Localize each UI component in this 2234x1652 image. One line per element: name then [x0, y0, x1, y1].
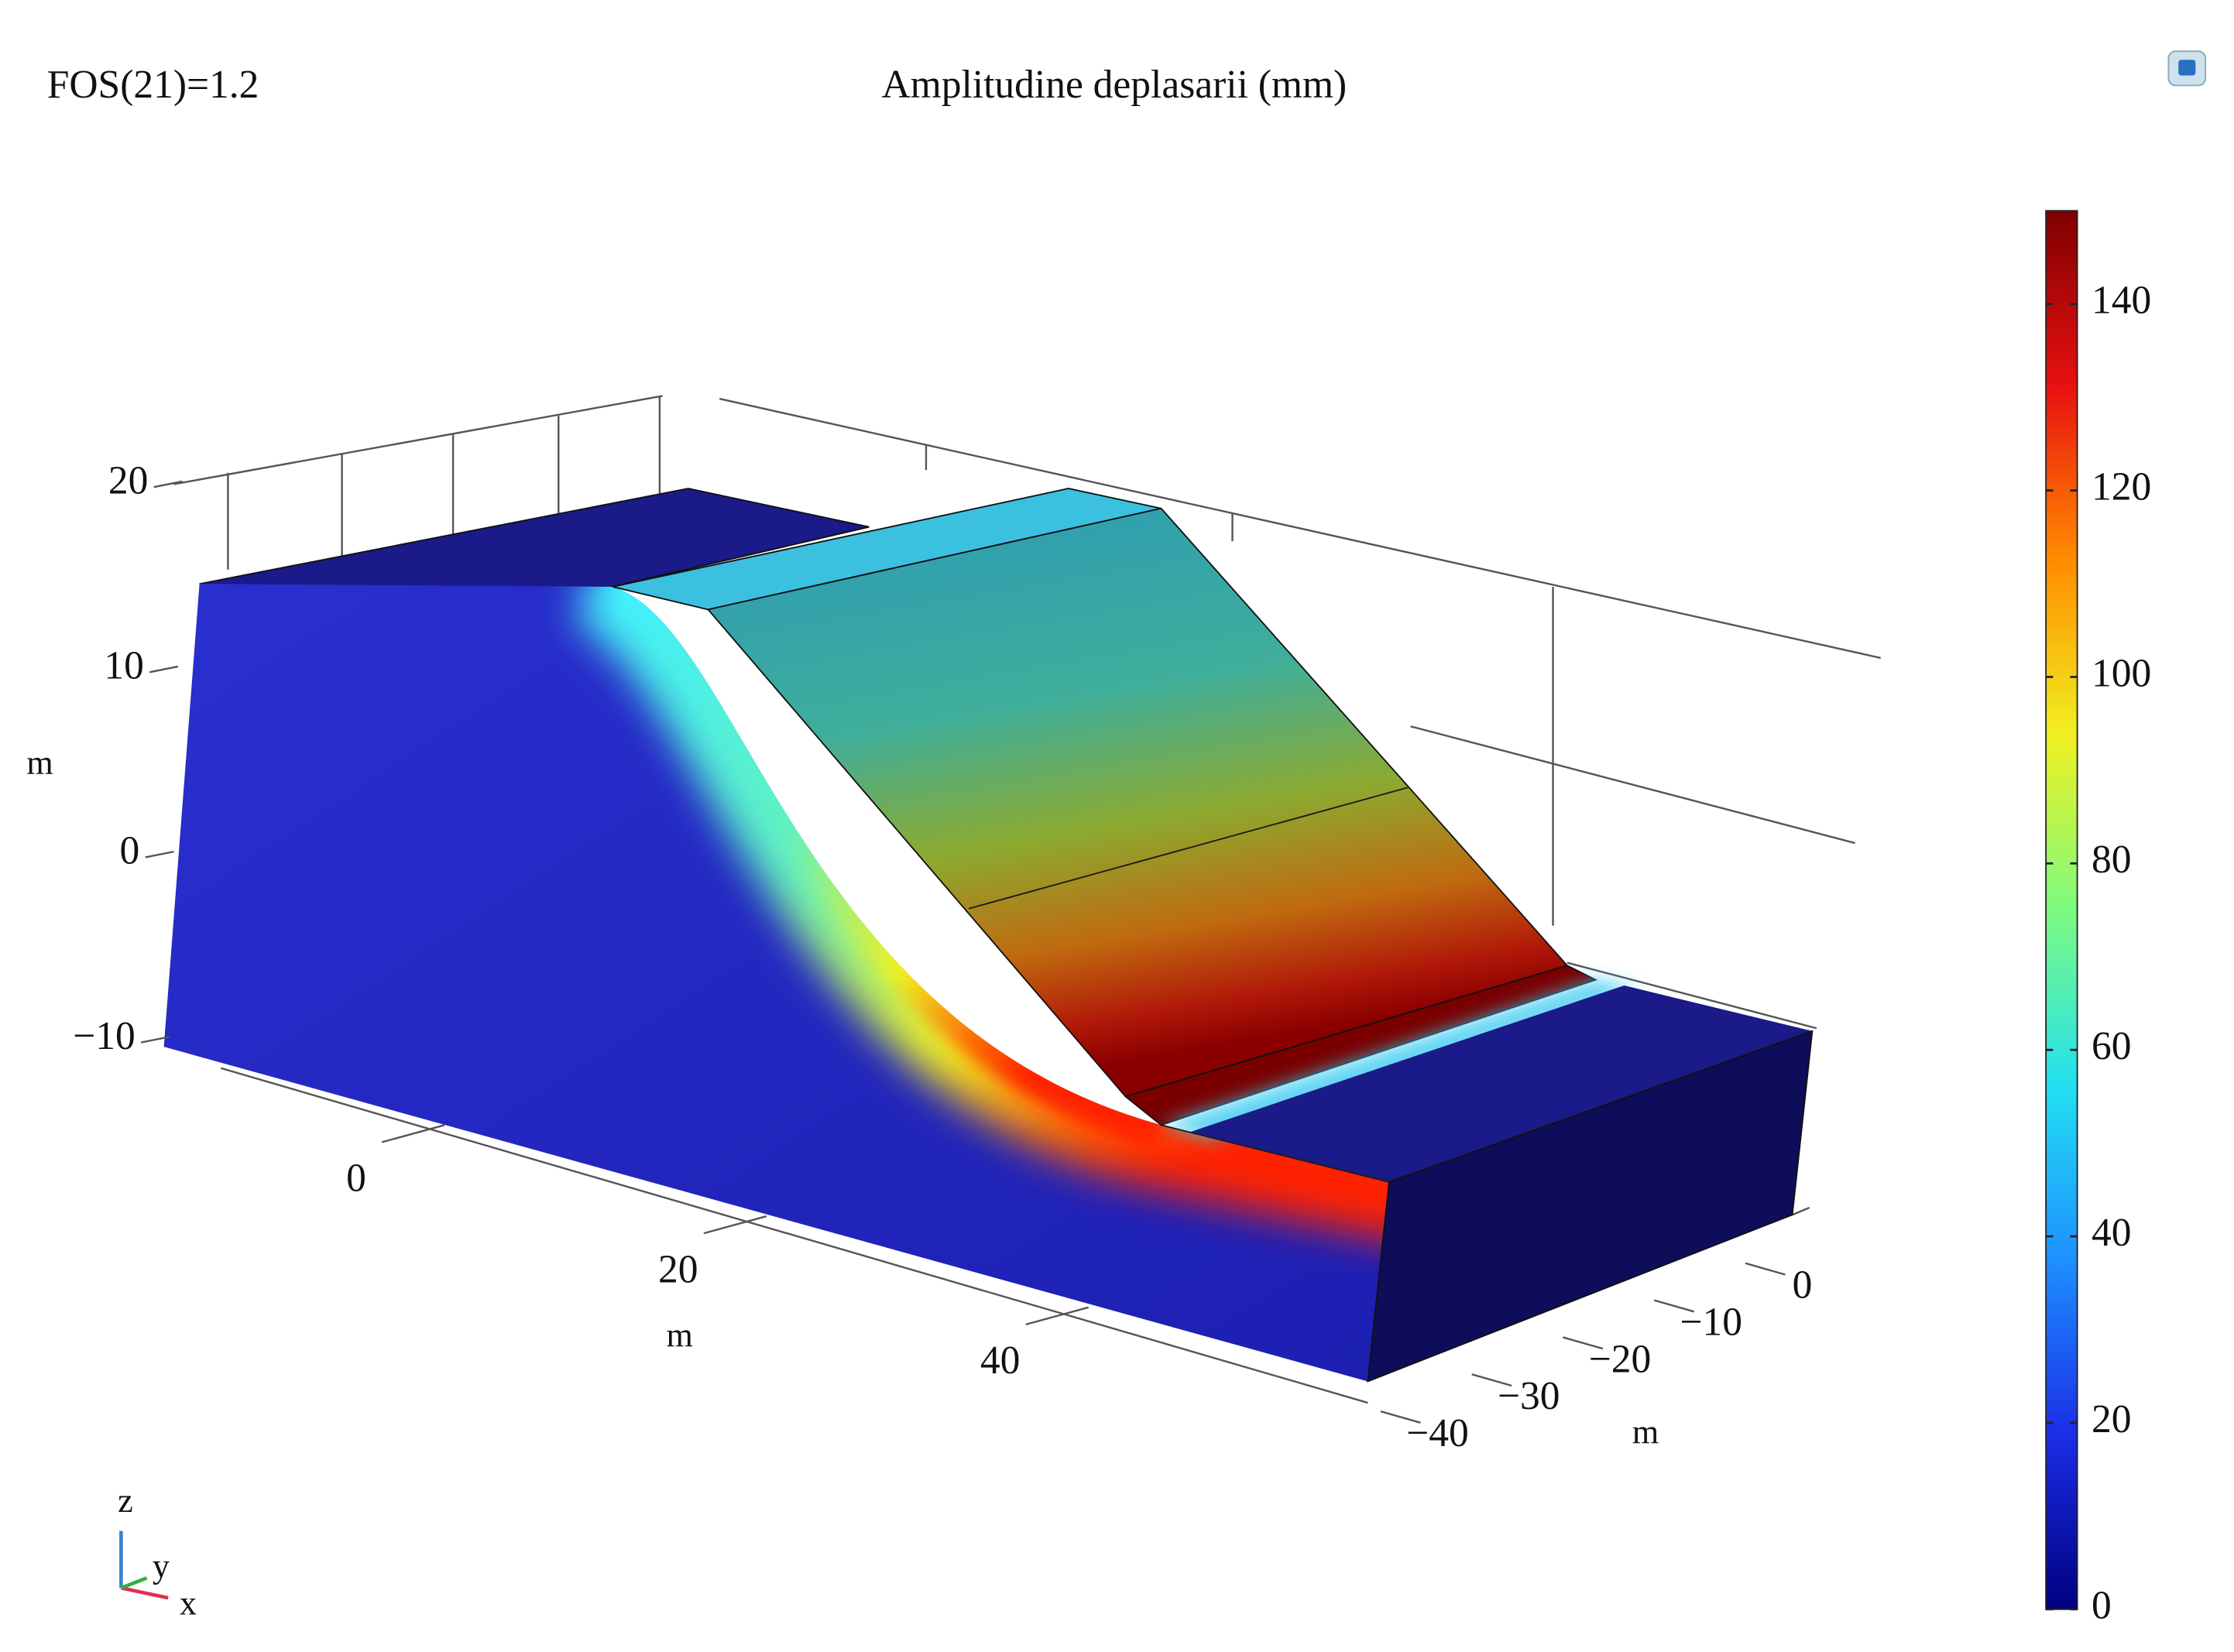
y-tick [1471, 1373, 1512, 1387]
view-icon [2167, 50, 2207, 87]
x-tick-label: 0 [346, 1157, 366, 1201]
z-axis-label: m [26, 744, 53, 782]
y-tick [1745, 1262, 1786, 1276]
annotation: FOS(21)=1.2 [47, 63, 259, 107]
x-axis-label: m [666, 1316, 692, 1354]
triad-z: z [118, 1482, 133, 1520]
y-tick [1563, 1336, 1604, 1350]
colorbar [2045, 210, 2078, 1610]
z-tick [153, 480, 183, 488]
right-face [1367, 1030, 1814, 1383]
x-tick [381, 1124, 445, 1143]
z-tick-label: −10 [73, 1014, 136, 1058]
front-face [163, 584, 1389, 1382]
y-tick-label: −20 [1589, 1337, 1652, 1381]
triad-y: y [153, 1547, 170, 1585]
colorbar-tick-label: 0 [2092, 1584, 2112, 1628]
back-grid [173, 395, 1881, 1404]
axis-triad: z y x [118, 1482, 197, 1622]
x-tick [1025, 1306, 1090, 1326]
y-tick [1380, 1410, 1421, 1424]
bottom-plateau [1189, 985, 1813, 1182]
triad-x: x [180, 1584, 197, 1622]
z-tick [149, 665, 179, 673]
colorbar-tick-label: 80 [2092, 838, 2132, 882]
colorbar-tick-label: 140 [2092, 279, 2151, 323]
chart-title: Amplitudine deplasarii (mm) [881, 63, 1347, 107]
colorbar-tick-label: 120 [2092, 464, 2151, 509]
toe-glow [1161, 979, 1639, 1140]
z-tick [140, 1036, 170, 1044]
x-tick-label: 20 [658, 1247, 698, 1291]
z-tick [145, 850, 174, 859]
z-tick-label: 20 [108, 458, 149, 502]
colorbar-tick-label: 100 [2092, 651, 2151, 695]
x-tick [703, 1215, 767, 1235]
colorbar-tick-label: 20 [2092, 1397, 2132, 1441]
colorbar-tick-label: 60 [2092, 1024, 2132, 1068]
y-tick-label: −40 [1406, 1411, 1469, 1455]
slope-line [968, 787, 1409, 910]
y-tick-label: −30 [1498, 1374, 1560, 1418]
x-tick-label: 40 [980, 1338, 1021, 1383]
y-tick-label: −10 [1680, 1301, 1742, 1345]
y-axis-label: m [1632, 1413, 1659, 1451]
y-tick [1653, 1299, 1694, 1313]
z-tick-label: 0 [120, 829, 140, 873]
y-tick-label: 0 [1793, 1263, 1813, 1308]
colorbar-tick-label: 40 [2092, 1211, 2132, 1255]
z-tick-label: 10 [104, 643, 144, 687]
